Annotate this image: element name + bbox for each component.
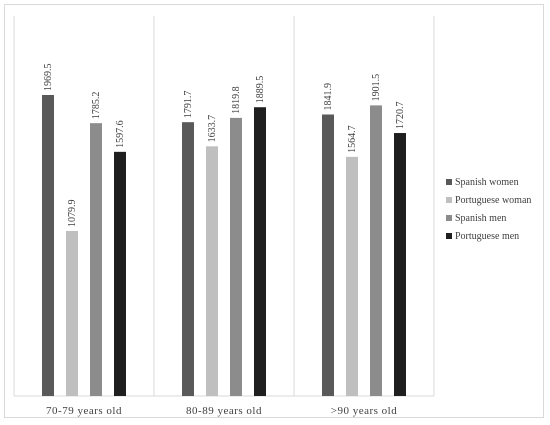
- legend-swatch: [446, 197, 452, 203]
- bar: [42, 95, 54, 396]
- bar: [346, 156, 358, 396]
- legend-swatch: [446, 233, 452, 239]
- legend-label: Portuguese men: [455, 231, 519, 242]
- legend-label: Spanish men: [455, 213, 506, 224]
- data-label: 1791.7: [183, 91, 194, 119]
- legend-swatch: [446, 215, 452, 221]
- category-gridlines: [13, 16, 435, 397]
- bar: [322, 114, 334, 396]
- data-label: 1889.5: [255, 76, 266, 104]
- legend-label: Portuguese woman: [455, 195, 531, 206]
- x-tick-label: >90 years old: [331, 405, 397, 417]
- data-label: 1901.5: [371, 74, 382, 102]
- data-label: 1597.6: [115, 120, 126, 148]
- data-labels: 1969.5 1079.9 1785.2 1597.6 1791.7 1633.7 1819…: [43, 64, 406, 227]
- data-label: 1079.9: [67, 199, 78, 227]
- bar: [66, 230, 78, 396]
- bar: [254, 107, 266, 397]
- bar: [90, 123, 102, 397]
- x-tick-label: 70-79 years old: [46, 405, 122, 417]
- data-label: 1564.7: [347, 125, 358, 153]
- x-axis-tick-labels: 70-79 years old 80-89 years old >90 years …: [46, 405, 397, 417]
- bar: [394, 133, 406, 396]
- bar: [182, 122, 194, 397]
- bar: [206, 146, 218, 396]
- bar: [114, 151, 126, 396]
- data-label: 1720.7: [395, 102, 406, 130]
- data-label: 1785.2: [91, 92, 102, 120]
- data-label: 1841.9: [323, 83, 334, 111]
- bars: [42, 95, 406, 397]
- bar: [230, 117, 242, 396]
- data-label: 1969.5: [43, 64, 54, 92]
- data-label: 1633.7: [207, 115, 218, 143]
- legend-swatch: [446, 179, 452, 185]
- legend-label: Spanish women: [455, 177, 519, 188]
- data-label: 1819.8: [231, 86, 242, 114]
- legend: Spanish women Portuguese woman Spanish men…: [446, 177, 531, 242]
- x-tick-label: 80-89 years old: [186, 405, 262, 417]
- bar: [370, 105, 382, 396]
